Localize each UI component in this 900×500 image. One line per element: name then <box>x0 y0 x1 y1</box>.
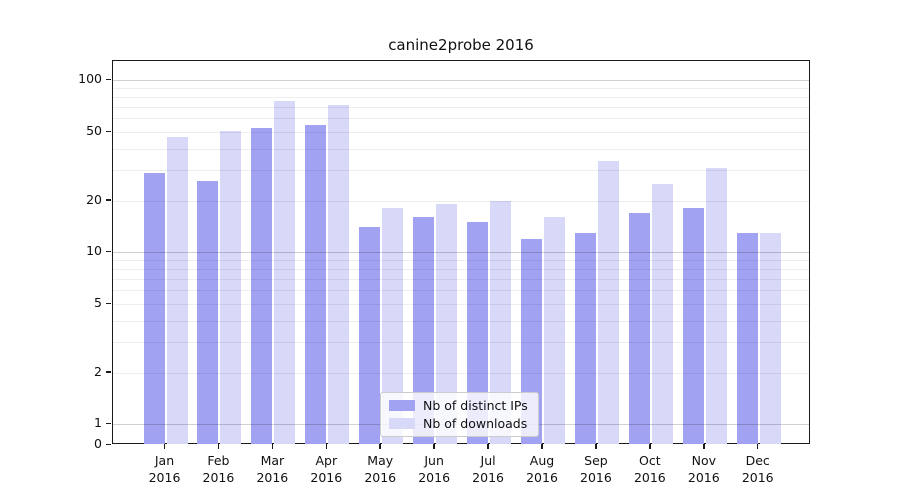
bar-downloads-mar <box>274 100 296 444</box>
x-tick-label-feb: Feb 2016 <box>202 453 235 485</box>
x-tick-label-jul: Jul 2016 <box>472 453 504 485</box>
x-tick-label-oct: Oct 2016 <box>633 453 666 485</box>
x-tick-label-aug: Aug 2016 <box>526 453 558 485</box>
y-tick-mark <box>106 78 111 81</box>
x-tick-label-nov: Nov 2016 <box>687 453 720 485</box>
legend-label-distinct-ips: Nb of distinct IPs <box>423 398 528 413</box>
x-tick-mark <box>163 444 166 449</box>
legend: Nb of distinct IPs Nb of downloads <box>380 392 539 437</box>
gridline-minor <box>113 170 809 172</box>
legend-item-downloads: Nb of downloads <box>389 416 528 431</box>
bar-downloads-jul <box>490 200 512 444</box>
y-tick-label: 20 <box>86 191 102 207</box>
bar-distinct-ips-jan <box>143 172 165 444</box>
x-tick-label-jun: Jun 2016 <box>418 453 451 485</box>
bar-distinct-ips-jun <box>413 217 435 444</box>
bar-downloads-apr <box>328 104 350 444</box>
bar-downloads-oct <box>651 183 673 444</box>
x-tick-label-mar: Mar 2016 <box>256 453 289 485</box>
bar-distinct-ips-dec <box>736 232 758 444</box>
y-tick-mark <box>106 250 111 253</box>
x-tick-mark <box>271 444 274 449</box>
bar-distinct-ips-apr <box>305 124 327 444</box>
y-tick-mark <box>106 199 111 201</box>
gridline-minor <box>113 148 809 150</box>
gridline-minor <box>113 88 809 90</box>
x-tick-label-jan: Jan 2016 <box>148 453 181 485</box>
bar-distinct-ips-nov <box>682 208 704 444</box>
x-tick-mark <box>595 444 597 449</box>
bar-distinct-ips-jul <box>467 222 489 444</box>
x-tick-label-dec: Dec 2016 <box>741 453 774 485</box>
x-tick-mark <box>325 444 328 449</box>
bar-downloads-jun <box>436 204 458 444</box>
x-tick-mark <box>487 444 489 449</box>
x-tick-mark <box>433 444 435 449</box>
bar-distinct-ips-sep <box>574 232 596 444</box>
chart-title: canine2probe 2016 <box>388 36 534 54</box>
y-tick-label: 5 <box>94 295 102 311</box>
x-tick-label-may: May 2016 <box>364 453 397 485</box>
gridline-minor <box>113 118 809 120</box>
x-tick-mark <box>703 444 705 449</box>
y-tick-mark <box>106 371 111 373</box>
gridline-major <box>113 80 809 82</box>
y-tick-label: 100 <box>78 71 102 87</box>
bar-downloads-feb <box>220 130 242 444</box>
y-tick-mark <box>106 130 111 133</box>
x-tick-mark <box>649 444 651 449</box>
gridline-minor <box>113 96 809 98</box>
gridline-minor <box>113 132 809 134</box>
bar-distinct-ips-may <box>359 227 381 444</box>
legend-item-distinct-ips: Nb of distinct IPs <box>389 398 528 413</box>
y-tick-label: 2 <box>94 363 102 379</box>
bar-downloads-sep <box>597 160 619 444</box>
gridline-minor <box>113 106 809 108</box>
y-tick-label: 1 <box>94 415 102 431</box>
y-tick-mark <box>106 302 111 305</box>
legend-swatch-downloads <box>389 418 415 429</box>
x-tick-mark <box>217 444 220 449</box>
bar-distinct-ips-feb <box>197 180 219 444</box>
y-tick-label: 0 <box>94 436 102 451</box>
x-tick-label-sep: Sep 2016 <box>580 453 612 485</box>
y-tick-label: 50 <box>86 123 102 139</box>
x-tick-label-apr: Apr 2016 <box>310 453 343 485</box>
legend-label-downloads: Nb of downloads <box>423 416 528 431</box>
y-tick-label: 10 <box>86 243 102 259</box>
bar-downloads-jan <box>166 136 188 444</box>
x-tick-mark <box>756 444 759 449</box>
y-tick-mark <box>106 443 111 445</box>
bar-downloads-dec <box>759 232 781 444</box>
bar-distinct-ips-oct <box>628 212 650 444</box>
bar-downloads-may <box>382 208 404 444</box>
y-tick-mark <box>106 422 111 425</box>
x-tick-mark <box>541 444 543 449</box>
bar-distinct-ips-mar <box>251 127 273 444</box>
plot-area <box>112 60 810 444</box>
bar-downloads-nov <box>705 167 727 444</box>
bar-downloads-aug <box>544 217 565 444</box>
legend-swatch-distinct-ips <box>389 400 415 411</box>
x-tick-mark <box>379 444 381 449</box>
